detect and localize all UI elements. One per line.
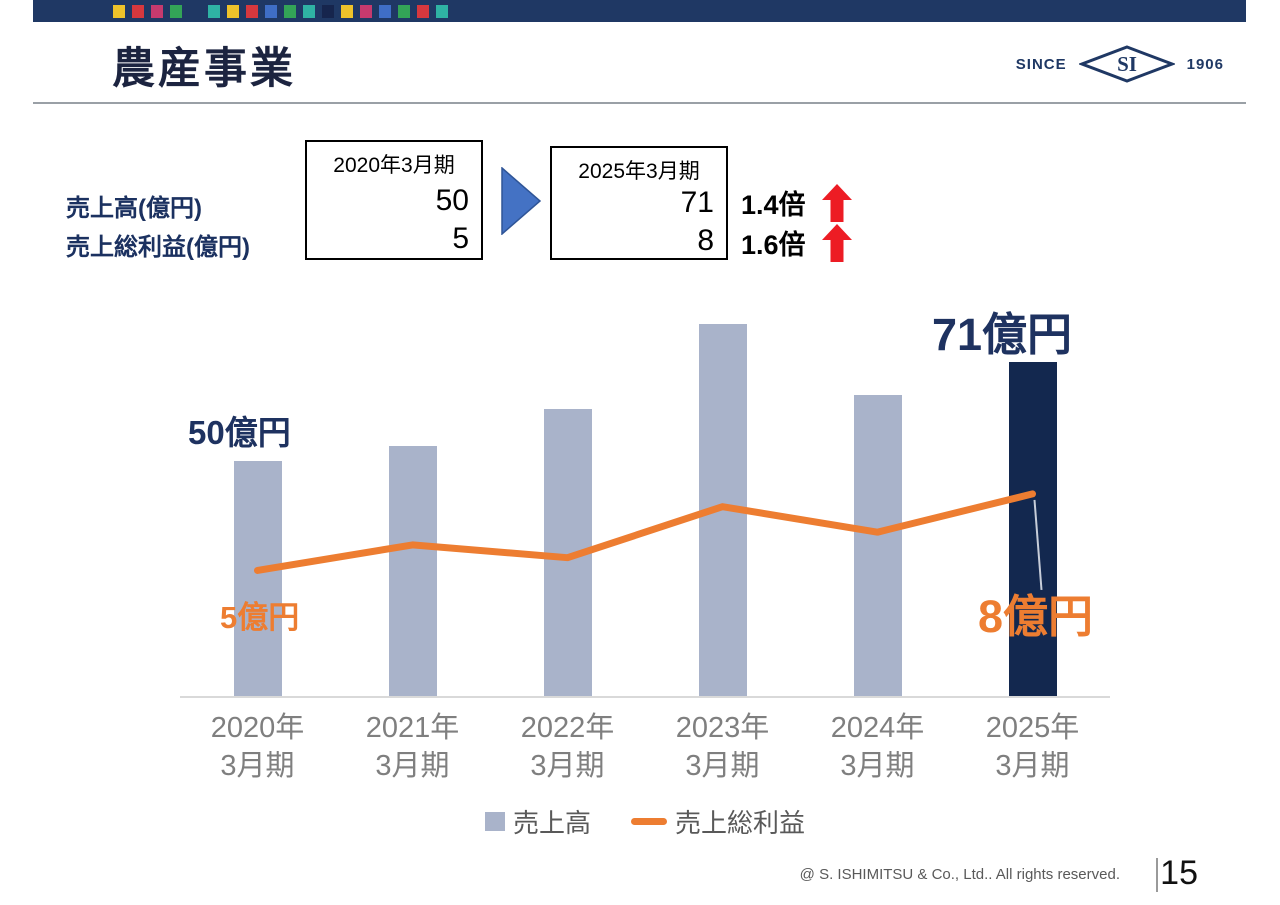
x-axis-label: 2020年 3月期: [210, 712, 305, 782]
decorative-square: [151, 4, 163, 18]
decorative-square: [360, 4, 372, 18]
value-box-2025: 2025年3月期 71 8: [550, 146, 728, 260]
up-arrow-icon: [821, 183, 852, 222]
legend-item-sales: 売上高: [484, 803, 591, 840]
decorative-square: [417, 4, 429, 18]
legend-label-sales: 売上高: [512, 808, 591, 839]
decorative-square: [227, 4, 239, 18]
decorative-square: [398, 4, 410, 18]
logo-year-text: 1906: [1186, 55, 1224, 73]
si-diamond-icon: SI: [1078, 45, 1175, 83]
x-axis: 2020年 3月期 2021年 3月期 2022年 3月期 2023年 3月期 2024年 3月期…: [180, 710, 1110, 785]
up-arrow-icon: [821, 223, 852, 262]
x-axis-label: 2025年 3月期: [985, 712, 1080, 782]
plot-area: [180, 300, 1110, 698]
combo-chart: 50億円 71億円 5億円 8億円 2020年 3月期 2021年 3月期 2022年 3…: [180, 300, 1110, 840]
title-divider: [33, 102, 1246, 104]
decorative-square: [170, 4, 182, 18]
decorative-square: [132, 4, 144, 18]
decorative-square: [379, 4, 391, 18]
bar-2021年: [388, 446, 437, 696]
page-number-divider: [1156, 858, 1158, 892]
line-swatch-icon: [631, 818, 667, 826]
company-logo: SINCE SI 1906: [1016, 44, 1224, 84]
decorative-square: [303, 4, 315, 18]
bar-2024年: [853, 394, 902, 696]
value-box-2020-header: 2020年3月期: [333, 154, 455, 177]
multiplier-gross-profit: 1.6倍: [741, 223, 852, 262]
line-series-layer: [254, 490, 1043, 590]
decorative-square: [189, 4, 201, 18]
decorative-square: [436, 4, 448, 18]
chart-legend: 売上高 売上総利益: [180, 803, 1110, 840]
bar-2025年: [1008, 361, 1057, 696]
multiplier-sales-text: 1.4倍: [741, 190, 806, 220]
leader-line: [1033, 499, 1043, 590]
decorative-square: [284, 4, 296, 18]
x-axis-label: 2023年 3月期: [675, 712, 770, 782]
logo-since-text: SINCE: [1015, 55, 1067, 73]
legend-label-gross-profit: 売上総利益: [675, 808, 806, 839]
row-label-sales: 売上高(億円): [66, 195, 202, 222]
annotation-line-last: 8億円: [978, 591, 1094, 642]
annotation-line-first: 5億円: [220, 600, 300, 635]
decorative-square: [113, 4, 125, 18]
decorative-square: [322, 4, 334, 18]
decorative-square: [341, 4, 353, 18]
row-label-gross-profit: 売上総利益(億円): [66, 234, 250, 261]
copyright-text: @ S. ISHIMITSU & Co., Ltd.. All rights r…: [799, 866, 1120, 883]
annotation-bar-last: 71億円: [932, 309, 1073, 360]
legend-item-gross-profit: 売上総利益: [631, 803, 805, 840]
value-2025-gross-profit: 8: [697, 224, 714, 257]
x-axis-label: 2022年 3月期: [520, 712, 615, 782]
value-2020-sales: 50: [435, 184, 469, 217]
annotation-bar-first: 50億円: [188, 414, 291, 451]
top-decoration-bar: [33, 0, 1246, 22]
flow-arrow-icon: [501, 167, 541, 235]
multiplier-gross-profit-text: 1.6倍: [741, 230, 806, 260]
bar-swatch-icon: [484, 812, 505, 832]
decorative-square: [208, 4, 220, 18]
logo-initials: SI: [1117, 52, 1137, 76]
gross-profit-line: [254, 490, 1036, 574]
value-2025-sales: 71: [680, 186, 714, 219]
page-title: 農産事業: [112, 45, 296, 93]
x-axis-label: 2024年 3月期: [830, 712, 925, 782]
value-box-2020: 2020年3月期 50 5: [305, 140, 483, 260]
decorative-square: [246, 4, 258, 18]
decorative-square: [265, 4, 277, 18]
x-axis-label: 2021年 3月期: [365, 712, 460, 782]
value-2020-gross-profit: 5: [452, 222, 469, 255]
bar-2020年: [233, 460, 282, 696]
multiplier-sales: 1.4倍: [741, 183, 852, 222]
page-number: 15: [1160, 854, 1198, 892]
decorative-squares: [33, 0, 1246, 22]
value-box-2025-header: 2025年3月期: [578, 160, 700, 183]
